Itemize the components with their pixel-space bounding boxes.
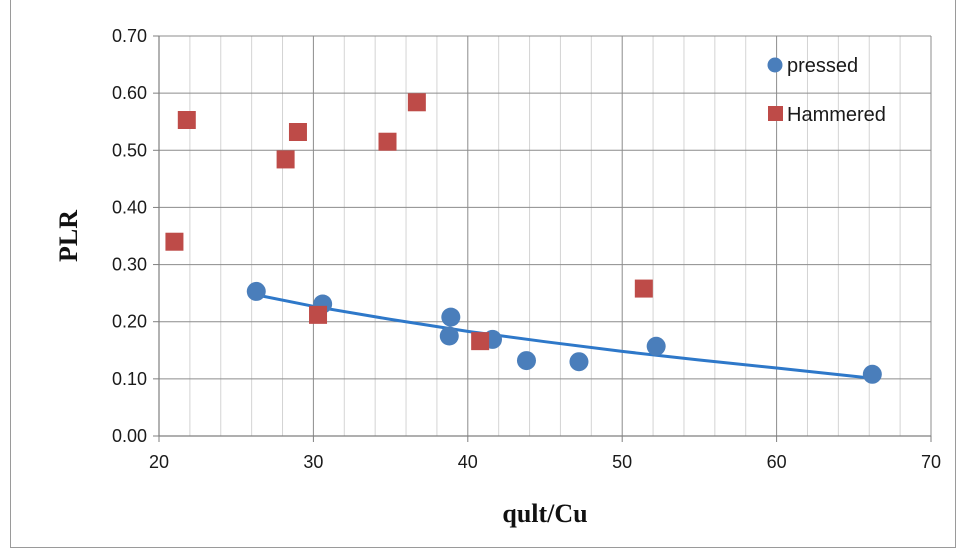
data-point-hammered [378,132,397,151]
y-tick-label: 0.40 [112,197,147,217]
y-axis-title: PLR [54,210,83,262]
legend-marker-pressed [767,57,783,73]
data-point-pressed [646,336,666,356]
x-tick-label: 20 [149,452,169,472]
scatter-chart: 0.00 0.10 0.20 0.30 0.40 0.50 0.60 0.70 20 30 40 50… [54,26,941,528]
data-point-pressed [246,281,266,301]
data-point-pressed [516,351,536,371]
x-tick-label: 50 [612,452,632,472]
data-point-hammered [407,93,426,112]
chart-frame: 0.00 0.10 0.20 0.30 0.40 0.50 0.60 0.70 20 30 40 50… [10,0,956,548]
x-tick-label: 70 [921,452,941,472]
legend-marker-hammered [768,106,783,121]
grid-lines [159,35,932,436]
x-axis-title: qult/Cu [502,499,587,528]
data-point-pressed [569,352,589,372]
x-tick-label: 60 [767,452,787,472]
legend-label-hammered: Hammered [787,104,886,126]
data-point-hammered [471,332,490,351]
y-tick-label: 0.50 [112,140,147,160]
data-point-hammered [165,232,184,251]
data-point-hammered [276,150,295,169]
legend-label-pressed: pressed [787,55,858,77]
legend: pressed Hammered [767,55,886,126]
data-point-pressed [439,326,459,346]
y-tick-label: 0.30 [112,255,147,275]
data-points [165,93,882,384]
y-tick-label: 0.00 [112,426,147,446]
y-tick-label: 0.20 [112,312,147,332]
trendline-layer [256,293,873,380]
x-tick-label: 40 [458,452,478,472]
data-point-pressed [441,307,461,327]
y-tick-label: 0.70 [112,26,147,46]
data-point-hammered [309,305,328,324]
data-point-pressed [862,364,882,384]
data-point-hammered [634,279,653,298]
tick-labels: 0.00 0.10 0.20 0.30 0.40 0.50 0.60 0.70 20 30 40 50… [112,26,941,472]
y-tick-label: 0.60 [112,83,147,103]
y-tick-label: 0.10 [112,369,147,389]
data-point-hammered [177,111,196,129]
trendline-pressed [256,293,873,380]
x-tick-label: 30 [303,452,323,472]
data-point-hammered [288,123,307,141]
axes [153,35,932,442]
